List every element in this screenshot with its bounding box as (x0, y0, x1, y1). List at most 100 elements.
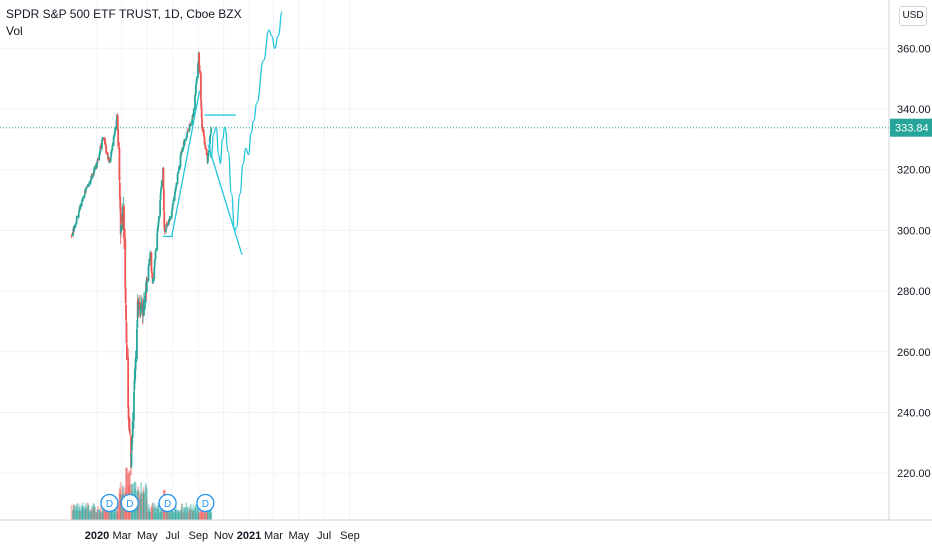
volume-bar (148, 509, 151, 520)
candle-body (87, 184, 90, 186)
volume-bar (151, 502, 154, 520)
candle-body (134, 359, 137, 370)
volume-bar (148, 512, 151, 520)
currency-button[interactable]: USD (899, 6, 927, 26)
candle-body (87, 185, 90, 187)
candle-body (108, 161, 111, 163)
candle-body (143, 301, 146, 303)
candle-body (203, 135, 206, 138)
volume-bar (76, 510, 78, 520)
candle-body (194, 85, 197, 95)
volume-bar (83, 506, 86, 520)
volume-bar (126, 467, 128, 520)
dividend-marker[interactable]: D (120, 493, 139, 513)
candle-body (70, 236, 73, 238)
volume-bar (81, 510, 84, 520)
candle-body (113, 137, 115, 138)
volume-bar (191, 508, 194, 520)
candle-body (186, 130, 189, 134)
candle-body (110, 152, 113, 153)
candle-body (111, 145, 114, 150)
candle-body (125, 305, 127, 321)
candle-body (169, 218, 171, 220)
candle-body (163, 228, 166, 232)
volume-bar (84, 509, 87, 520)
time-tick-label: Sep (340, 530, 360, 542)
candle-body (99, 151, 101, 155)
candle-body (176, 173, 179, 184)
volume-bar (84, 507, 87, 520)
candle-body (99, 146, 102, 151)
volume-bar (72, 504, 75, 520)
last-price-badge-bg (890, 118, 932, 137)
volume-bar (143, 493, 145, 520)
candle-body (165, 229, 167, 232)
volume-bar (184, 508, 186, 520)
candle-body (124, 287, 127, 304)
volume-bar (73, 506, 76, 520)
dividend-marker[interactable]: D (196, 493, 215, 513)
volume-bar (106, 506, 109, 520)
candle-body (186, 132, 189, 137)
time-tick-label: Mar (264, 530, 283, 542)
candle-body (123, 206, 125, 239)
candle-body (171, 204, 174, 210)
volume-bar (160, 506, 163, 520)
candle-body (153, 260, 156, 267)
volume-bar (105, 505, 108, 520)
candle-body (159, 193, 162, 200)
volume-bar (139, 495, 142, 520)
projection-path (208, 11, 283, 232)
candle-body (172, 204, 174, 205)
candle-body (76, 216, 79, 218)
volume-bar (165, 508, 168, 520)
volume-bar (82, 506, 85, 520)
candle-body (144, 291, 147, 303)
volume-bar (80, 505, 83, 520)
volume-bar (101, 508, 104, 520)
volume-bar (85, 503, 88, 520)
volume-bar (144, 485, 147, 520)
candle-body (88, 183, 91, 185)
candle-body (106, 152, 109, 159)
volume-bar (95, 511, 98, 520)
time-tick-label: Nov (214, 530, 234, 542)
candle-body (93, 168, 95, 174)
candle-body (210, 128, 213, 133)
candle-body (163, 211, 166, 229)
volume-bar (138, 492, 141, 520)
dividend-marker[interactable]: D (158, 493, 177, 513)
candle-body (153, 266, 156, 279)
volume-bar (140, 482, 142, 520)
candle-body (195, 78, 198, 83)
candle-body (103, 137, 106, 145)
candle-body (206, 154, 208, 156)
volume-label: Vol (6, 24, 23, 38)
candle-body (91, 175, 93, 178)
volume-bar (204, 506, 206, 520)
volume-bar (209, 508, 211, 520)
candle-body (101, 139, 103, 149)
volume-bar (195, 513, 198, 520)
volume-bar (103, 503, 106, 520)
volume-bar (101, 511, 104, 520)
candle-body (111, 149, 113, 152)
volume-bar (159, 512, 162, 520)
time-tick-label: May (137, 530, 158, 542)
volume-bar (204, 511, 207, 520)
volume-bar (189, 509, 192, 520)
volume-bar (198, 513, 201, 520)
volume-bar (154, 507, 157, 520)
downtrend-line (207, 145, 243, 255)
candle-body (127, 406, 130, 420)
dividend-marker[interactable]: D (100, 493, 119, 513)
candle-body (160, 180, 163, 187)
candle-body (140, 304, 143, 308)
candle-body (157, 225, 159, 230)
candle-body (150, 270, 153, 273)
volume-bar (198, 512, 201, 520)
candle-body (141, 302, 144, 315)
volume-bar (179, 512, 182, 520)
